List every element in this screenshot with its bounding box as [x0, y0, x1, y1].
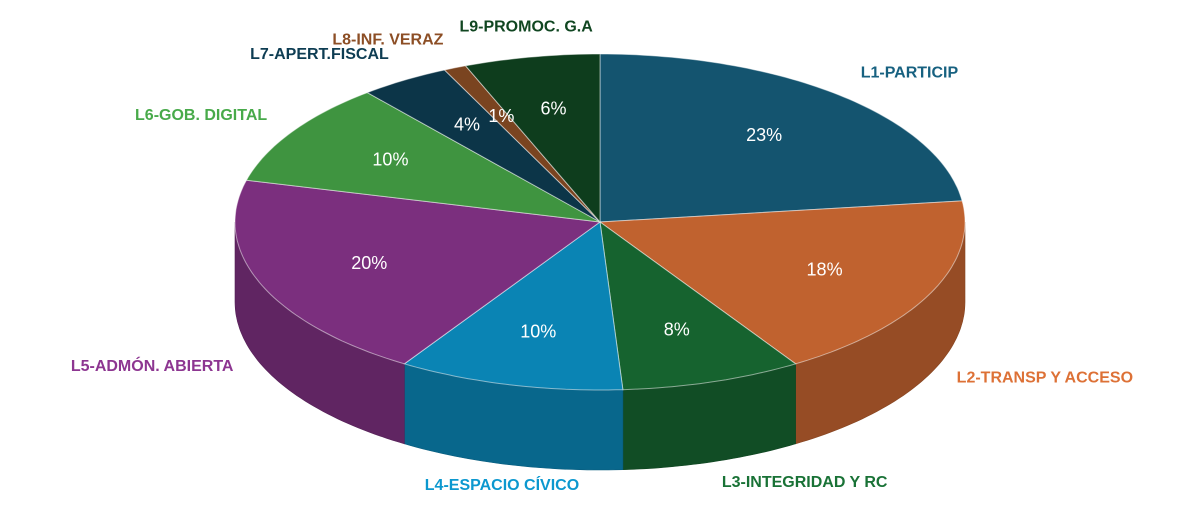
category-label: L9-PROMOC. G.A [459, 18, 593, 35]
category-label: L2-TRANSP Y ACCESO [957, 370, 1133, 387]
slice [598, 200, 966, 365]
category-label: L4-ESPACIO CÍVICO [425, 475, 579, 494]
value-label: 18% [807, 259, 843, 279]
value-label: 8% [664, 319, 690, 339]
slice [366, 69, 601, 223]
value-label: 10% [520, 321, 556, 341]
category-label: L6-GOB. DIGITAL [135, 107, 267, 124]
slice [403, 221, 624, 391]
category-label: L8-INF. VERAZ [332, 31, 443, 48]
value-label: 4% [454, 114, 480, 134]
category-label: L5-ADMÓN. ABIERTA [71, 356, 234, 375]
category-label: L7-APERT.FISCAL [250, 46, 389, 63]
value-label: 23% [746, 125, 782, 145]
category-label: L1-PARTICIP [861, 65, 959, 82]
value-label: 1% [488, 106, 514, 126]
value-label: 20% [351, 253, 387, 273]
value-label: 6% [540, 99, 566, 119]
category-label: L3-INTEGRIDAD Y RC [722, 474, 888, 491]
slice [599, 220, 797, 391]
value-label: 10% [372, 150, 408, 170]
slice [234, 179, 602, 365]
slice [599, 53, 963, 223]
slice [245, 92, 601, 223]
slice [464, 53, 601, 224]
